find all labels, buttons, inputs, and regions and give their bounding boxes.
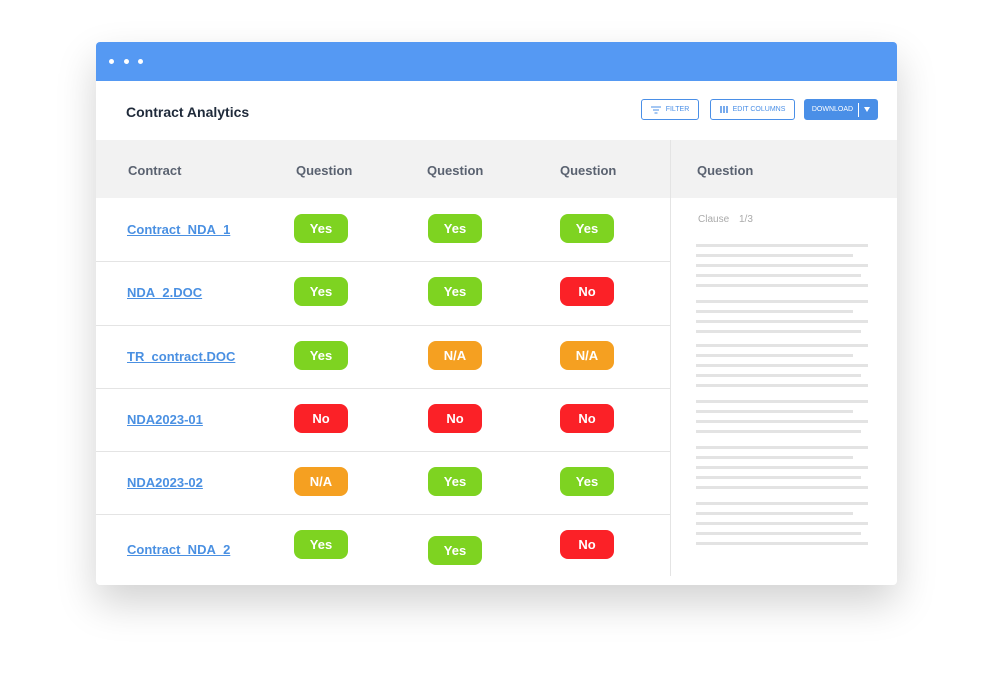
- text-placeholder-line: [696, 502, 868, 505]
- answer-badge: No: [560, 529, 614, 559]
- answer-badge: No: [428, 403, 482, 433]
- contract-link[interactable]: Contract_NDA_1: [127, 221, 231, 237]
- answer-badge: N/A: [428, 340, 482, 370]
- text-placeholder-line: [696, 364, 868, 367]
- column-header: Question: [560, 163, 617, 178]
- answer-badge: Yes: [428, 276, 482, 306]
- text-placeholder-line: [696, 244, 868, 247]
- text-placeholder-line: [696, 374, 861, 377]
- contract-link[interactable]: TR_contract.DOC: [127, 348, 236, 364]
- text-placeholder-line: [696, 486, 868, 489]
- text-placeholder-line: [696, 512, 853, 515]
- page-title: Contract Analytics: [126, 104, 250, 120]
- clause-position: 1/3: [739, 214, 753, 225]
- download-label: DOWNLOAD: [811, 106, 854, 113]
- text-placeholder-line: [696, 320, 868, 323]
- edit-columns-label: EDIT COLUMNS: [732, 106, 786, 113]
- text-placeholder-line: [696, 430, 861, 433]
- app-window: Contract Analytics FILTER EDIT COLUMNS D…: [96, 42, 897, 585]
- text-placeholder-line: [696, 400, 868, 403]
- title-bar: [96, 42, 897, 81]
- text-placeholder-line: [696, 466, 868, 469]
- text-placeholder-line: [696, 274, 861, 277]
- window-dot: [138, 59, 143, 64]
- download-button[interactable]: DOWNLOAD: [804, 99, 878, 120]
- answer-badge: No: [560, 403, 614, 433]
- divider: [858, 102, 860, 117]
- text-placeholder-line: [696, 522, 868, 525]
- text-placeholder-line: [696, 420, 868, 423]
- answer-badge: No: [294, 403, 348, 433]
- contract-link[interactable]: NDA2023-01: [127, 411, 203, 427]
- filter-label: FILTER: [665, 106, 690, 113]
- answer-badge: Yes: [294, 340, 348, 370]
- answer-badge: Yes: [428, 213, 482, 243]
- text-placeholder-line: [696, 310, 853, 313]
- answer-badge: Yes: [560, 213, 614, 243]
- window-dot: [124, 59, 129, 64]
- column-header: Question: [427, 163, 484, 178]
- table-header: [96, 140, 897, 198]
- text-placeholder-line: [696, 330, 861, 333]
- columns-icon: [719, 106, 728, 113]
- answer-badge: Yes: [294, 276, 348, 306]
- text-placeholder-line: [696, 456, 853, 459]
- answer-badge: Yes: [428, 466, 482, 496]
- text-placeholder-line: [696, 532, 861, 535]
- text-placeholder-line: [696, 264, 868, 267]
- answer-badge: Yes: [428, 535, 482, 565]
- answer-badge: N/A: [560, 340, 614, 370]
- text-placeholder-line: [696, 284, 868, 287]
- text-placeholder-line: [696, 542, 868, 545]
- row-separator: [96, 451, 670, 452]
- row-separator: [96, 261, 670, 262]
- answer-badge: N/A: [294, 466, 348, 496]
- side-panel-header: Question: [697, 163, 754, 178]
- row-separator: [96, 514, 670, 515]
- edit-columns-button[interactable]: EDIT COLUMNS: [710, 99, 795, 120]
- row-separator: [96, 388, 670, 389]
- contract-link[interactable]: NDA2023-02: [127, 474, 203, 490]
- column-header: Contract: [128, 163, 182, 178]
- text-placeholder-line: [696, 254, 853, 257]
- panel-divider: [670, 140, 671, 576]
- text-placeholder-line: [696, 410, 853, 413]
- text-placeholder-line: [696, 344, 868, 347]
- contract-link[interactable]: NDA_2.DOC: [127, 284, 203, 300]
- answer-badge: No: [560, 276, 614, 306]
- dropdown-arrow: [864, 107, 871, 112]
- answer-badge: Yes: [294, 213, 348, 243]
- text-placeholder-line: [696, 446, 868, 449]
- filter-button[interactable]: FILTER: [641, 99, 699, 120]
- row-separator: [96, 325, 670, 326]
- answer-badge: Yes: [294, 529, 348, 559]
- text-placeholder-line: [696, 354, 853, 357]
- text-placeholder-line: [696, 300, 868, 303]
- contract-link[interactable]: Contract_NDA_2: [127, 541, 231, 557]
- window-dot: [109, 59, 114, 64]
- filter-icon: [650, 106, 661, 113]
- column-header: Question: [296, 163, 353, 178]
- clause-label: Clause: [698, 214, 730, 225]
- text-placeholder-line: [696, 476, 861, 479]
- answer-badge: Yes: [560, 466, 614, 496]
- text-placeholder-line: [696, 384, 868, 387]
